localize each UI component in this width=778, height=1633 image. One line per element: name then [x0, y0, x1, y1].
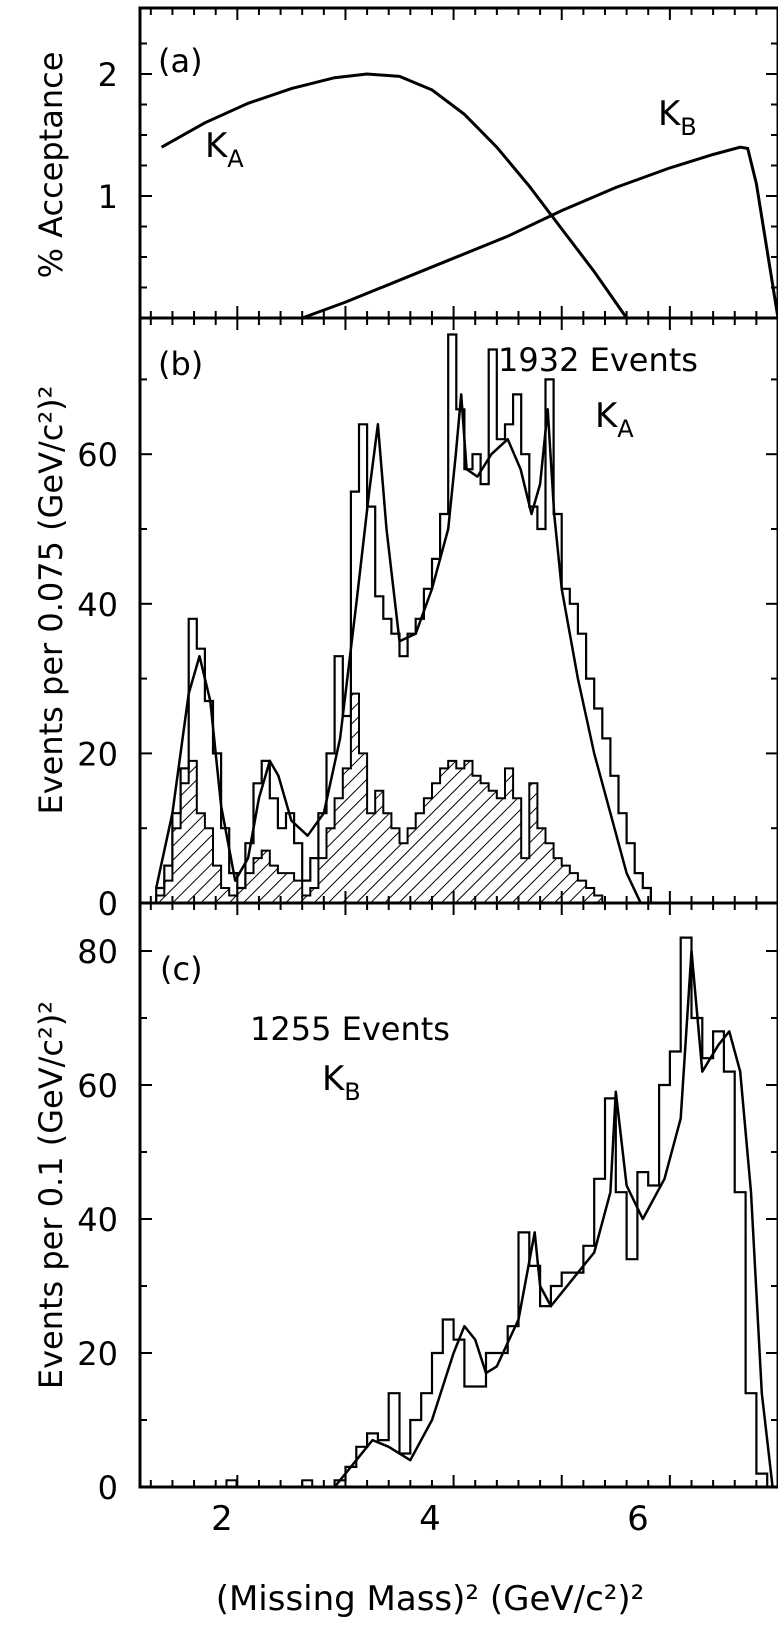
panel-a-ylabel: % Acceptance [32, 52, 70, 279]
fit-curve [333, 949, 774, 1488]
legend-ka-main: K [205, 126, 229, 166]
panel-b-ytick-label: 0 [98, 885, 118, 923]
panel-c-ytick-label: 60 [77, 1067, 118, 1105]
panel-b-ytick-label: 20 [77, 735, 118, 773]
panel-c-fit-curve [333, 949, 774, 1488]
panel-c-events-count: 1255 Events [250, 1010, 450, 1048]
panel-c-label: (c) [160, 950, 203, 988]
legend-ka-sub: A [227, 145, 244, 173]
panel-b-ytick-label: 40 [77, 586, 118, 624]
acceptance-curve-ka [160, 72, 628, 319]
panel-c-ytick-label: 20 [77, 1335, 118, 1373]
panel-c-ytick-label: 40 [77, 1201, 118, 1239]
panel-a-label: (a) [158, 42, 203, 80]
panel-b-hatched-histogram [155, 692, 611, 904]
panel-b-ytick-label: 60 [77, 436, 118, 474]
x-tick-label-4: 4 [419, 1499, 441, 1539]
isolated-bin [301, 1479, 314, 1489]
panel-a: (a) % Acceptance 1 2 KA KB [32, 6, 778, 320]
panel-c-ytick-label: 80 [77, 933, 118, 971]
panel-b-ytick-labels: 0 20 40 60 [77, 436, 118, 923]
panel-a-curves [160, 72, 778, 320]
legend-kb-label: KB [658, 94, 697, 141]
panel-c-channel-sub: B [344, 1078, 360, 1106]
panel-c-ticks [140, 903, 778, 1487]
panel-c-ytick-labels: 0 20 40 60 80 [77, 933, 118, 1507]
x-tick-label-6: 6 [627, 1499, 649, 1539]
panel-a-ytick-2: 2 [98, 56, 118, 94]
x-tick-label-2: 2 [211, 1499, 233, 1539]
panel-b-channel-label: KA [595, 396, 634, 443]
panel-b-events-count: 1932 Events [498, 341, 698, 379]
legend-kb-sub: B [680, 113, 696, 141]
panel-b-histogram [155, 333, 660, 905]
panel-c-channel-label: KB [322, 1059, 361, 1106]
panel-b-ylabel: Events per 0.075 (GeV/c²)² [32, 386, 70, 815]
legend-ka-label: KA [205, 126, 244, 173]
panel-c-frame [138, 901, 778, 1489]
hatched-histogram-area [155, 692, 611, 904]
panel-c-channel-main: K [322, 1059, 346, 1099]
panel-c: (c) 1255 Events KB Events per 0.1 (GeV/c… [32, 901, 778, 1507]
panel-c-ytick-label: 0 [98, 1469, 118, 1507]
panel-b-channel-main: K [595, 396, 619, 436]
isolated-bin [225, 1479, 238, 1489]
panel-a-ytick-1: 1 [98, 178, 118, 216]
legend-kb-main: K [658, 94, 682, 134]
panel-b: (b) 1932 Events KA Events per 0.075 (GeV… [32, 316, 778, 923]
histogram-steps [155, 333, 660, 905]
panel-c-ylabel: Events per 0.1 (GeV/c²)² [32, 1001, 70, 1389]
panel-b-fit-curve [154, 393, 642, 904]
panel-b-label: (b) [158, 345, 203, 383]
acceptance-curve-kb [301, 145, 778, 320]
panel-b-channel-sub: A [617, 415, 634, 443]
x-axis-title: (Missing Mass)² (GeV/c²)² [216, 1579, 645, 1619]
fit-curve [154, 393, 642, 904]
